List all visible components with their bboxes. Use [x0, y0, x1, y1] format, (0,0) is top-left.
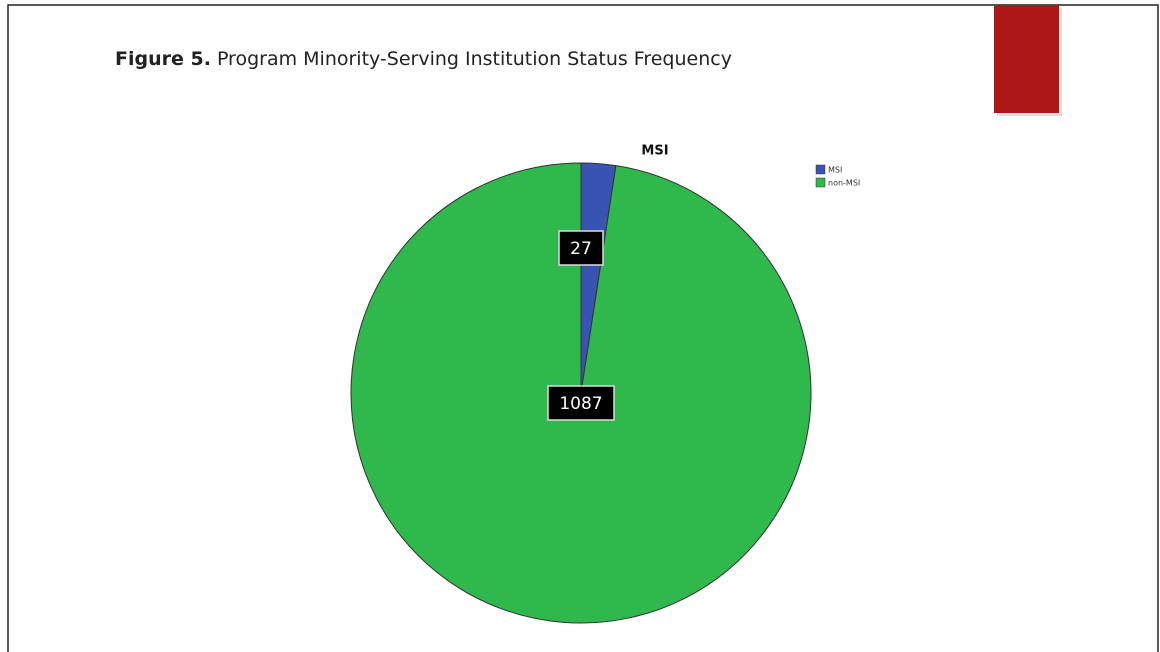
legend-label: non-MSI — [828, 179, 860, 188]
figure-caption: Figure 5. Program Minority-Serving Instit… — [115, 48, 732, 70]
caption-text: Program Minority-Serving Institution Sta… — [217, 48, 732, 70]
figure-label: Figure 5. — [115, 48, 211, 70]
legend-swatch — [815, 164, 826, 175]
legend-label: MSI — [828, 166, 842, 175]
data-label: 27 — [570, 239, 592, 259]
data-label: 1087 — [559, 394, 602, 414]
chart-title: MSI — [641, 144, 668, 159]
accent-block — [994, 5, 1059, 113]
data-label-box — [558, 230, 604, 266]
legend-swatch — [815, 177, 826, 188]
data-label-box — [547, 385, 615, 421]
